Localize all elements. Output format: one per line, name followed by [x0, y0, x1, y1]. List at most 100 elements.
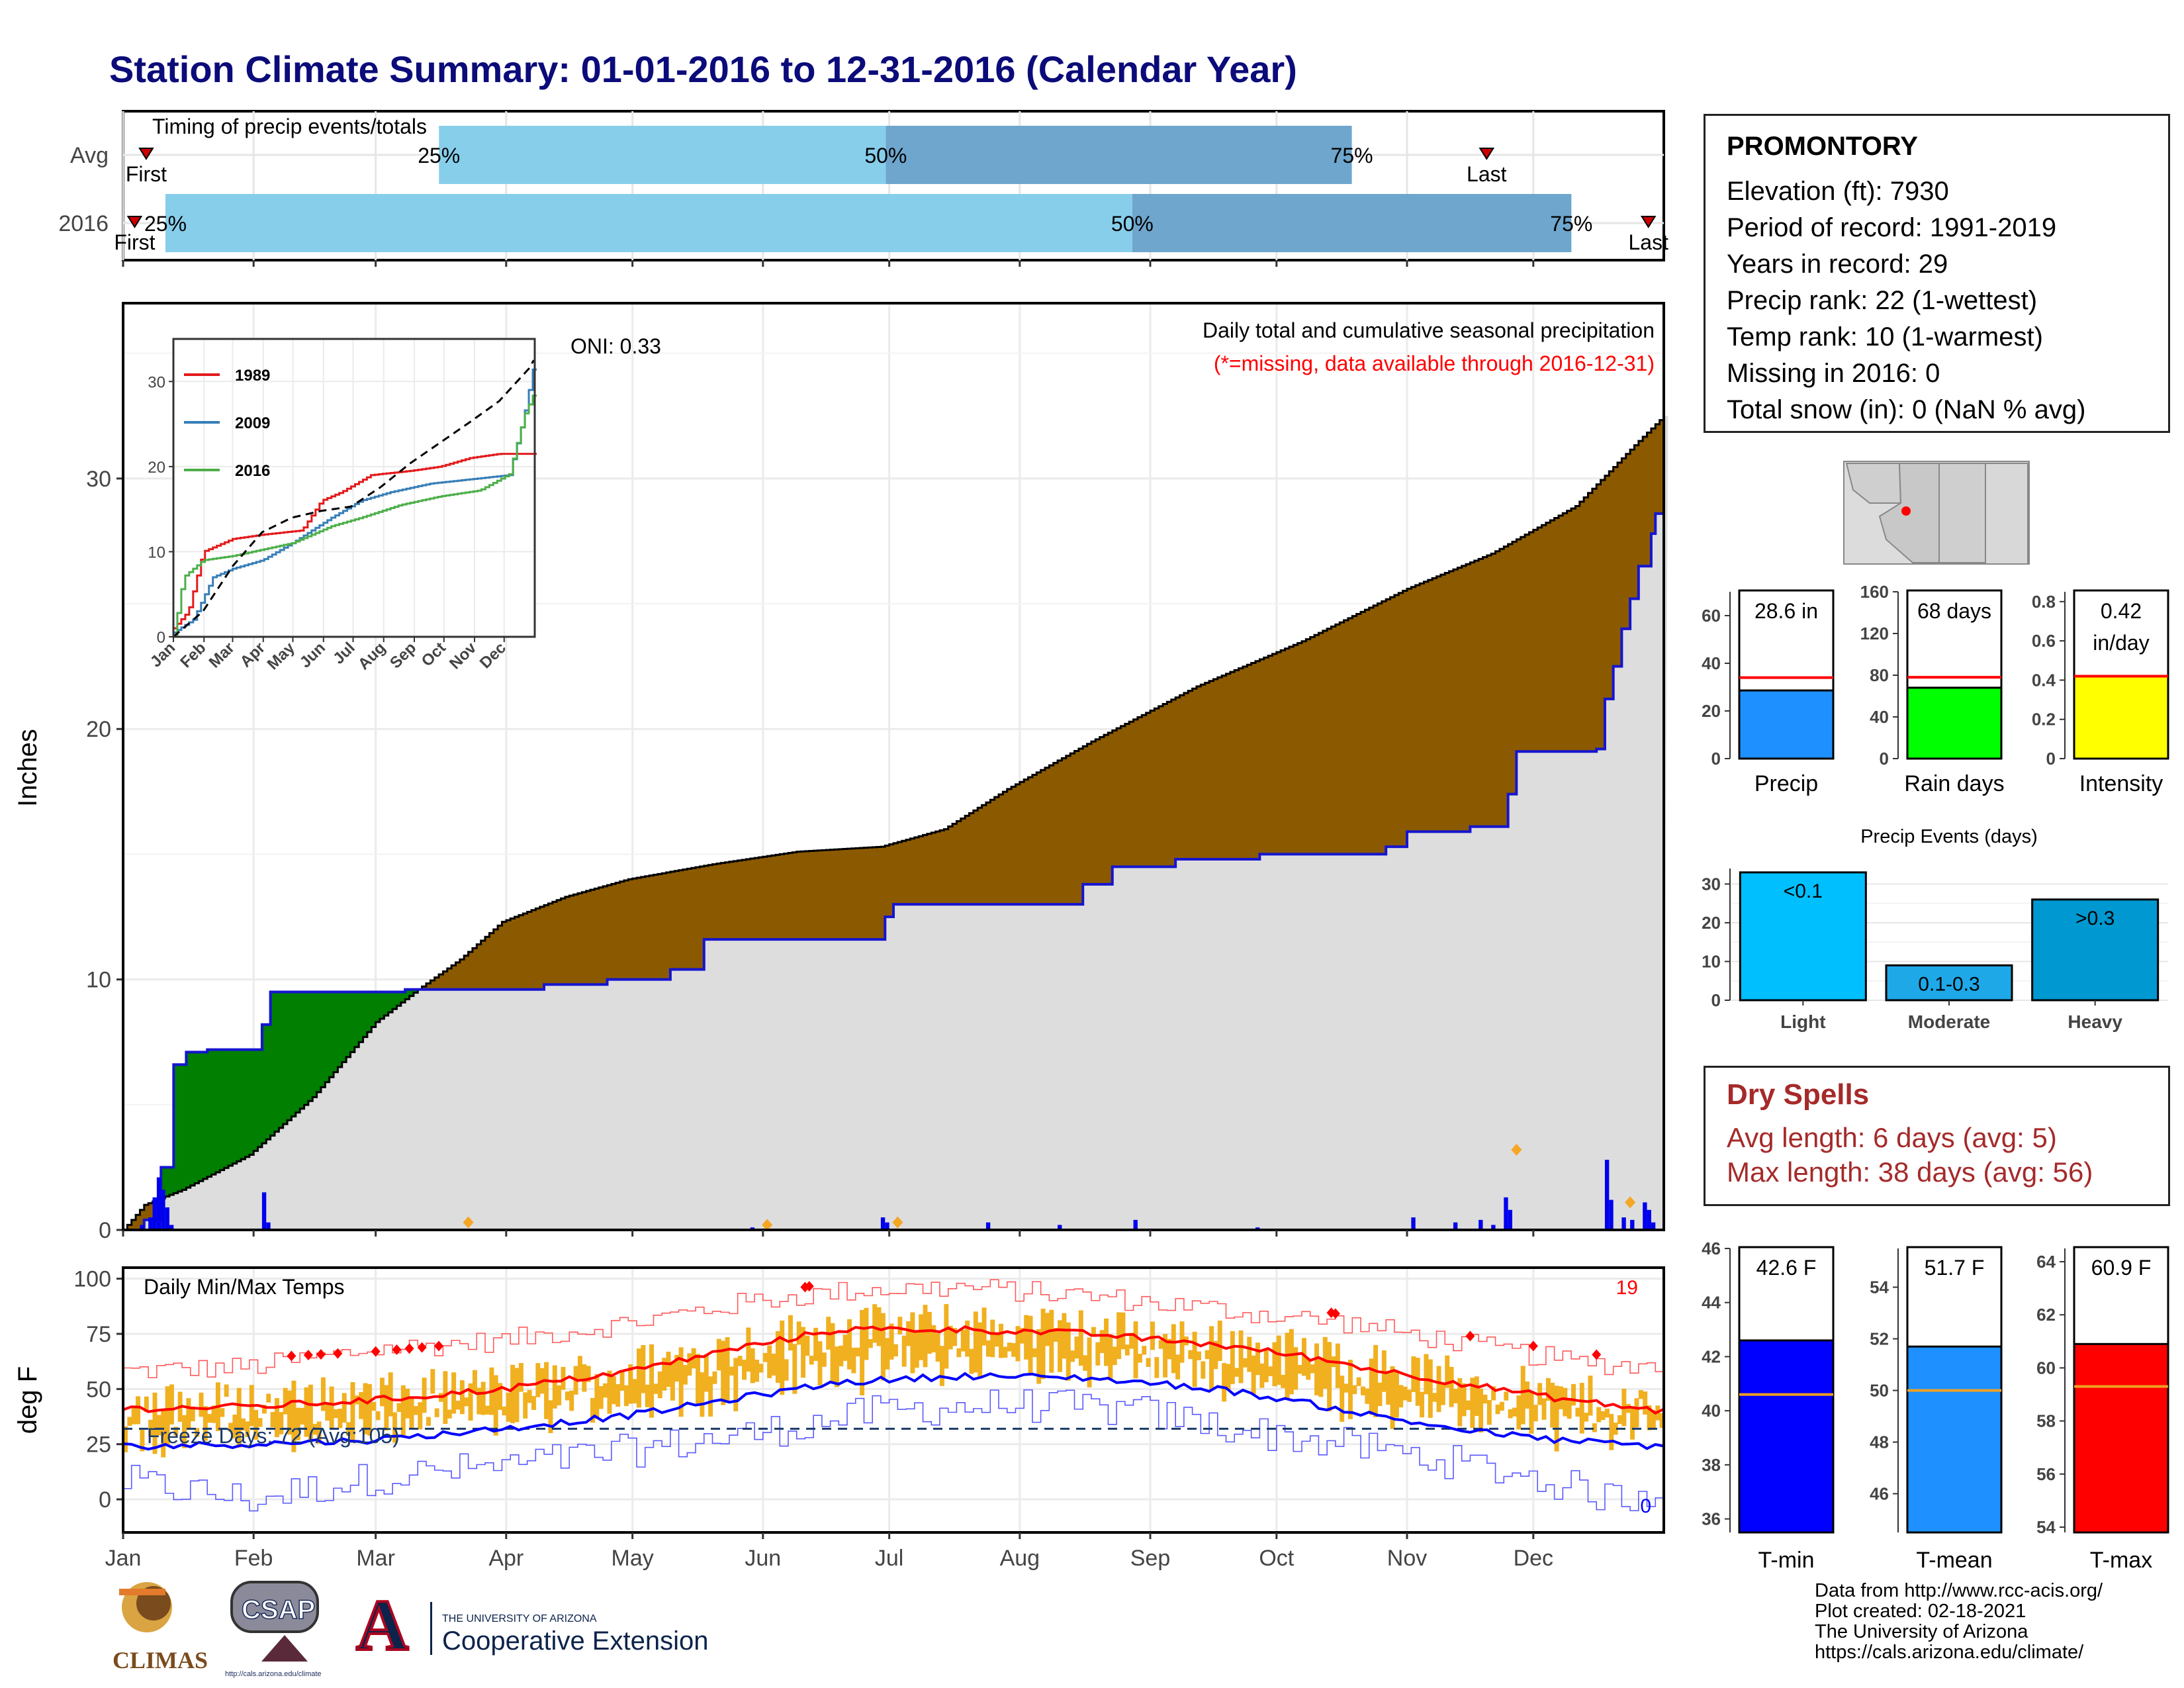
gauge-y-tick-label: 80 [1870, 665, 1889, 685]
daily-temp-range-bar [1529, 1392, 1534, 1434]
daily-temp-range-bar [872, 1304, 878, 1343]
daily-temp-range-bar [746, 1327, 751, 1372]
daily-temp-range-bar [1604, 1408, 1610, 1418]
daily-temp-range-bar [1070, 1350, 1075, 1362]
daily-temp-range-bar [775, 1331, 780, 1383]
daily-temp-range-bar [919, 1314, 924, 1360]
daily-precip-bar [1508, 1209, 1513, 1230]
events-y-tick-label: 20 [1702, 913, 1721, 933]
daily-temp-range-bar [1040, 1309, 1046, 1380]
avg-cumulative-line [123, 419, 1664, 1231]
timing-marker-label: Last [1628, 230, 1668, 254]
daily-temp-range-bar [956, 1348, 962, 1358]
daily-temp-range-bar [1289, 1329, 1294, 1395]
record-high-marker [1330, 1308, 1340, 1319]
daily-temp-range-bar [422, 1378, 427, 1413]
record-high-marker [1465, 1331, 1475, 1342]
daily-temp-range-bar [1647, 1405, 1652, 1430]
gauge-value-bar [1906, 1345, 2003, 1534]
daily-precip-bar [880, 1217, 886, 1230]
daily-temp-range-bar [447, 1409, 452, 1419]
daily-temp-range-bar [737, 1356, 743, 1366]
gauge-category-label: T-min [1758, 1548, 1815, 1573]
precip-y-axis-label: Inches [13, 729, 42, 807]
daily-temp-range-bar [548, 1400, 553, 1433]
daily-temp-range-bar [338, 1409, 343, 1429]
timing-quantile-label: 25% [418, 144, 460, 167]
daily-temp-range-bar [645, 1384, 650, 1407]
gauge-category-label: T-max [2090, 1548, 2152, 1573]
daily-temp-range-bar [300, 1407, 305, 1425]
daily-temp-range-bar [523, 1392, 528, 1419]
gauge-y-tick-label: 0.8 [2032, 592, 2056, 612]
daily-temp-range-bar [1318, 1358, 1324, 1397]
daily-temp-range-bar [1137, 1354, 1142, 1363]
daily-precip-bar [1479, 1219, 1483, 1230]
gauge-y-tick-label: 120 [1860, 624, 1889, 643]
gauge-y-tick-label: 48 [1870, 1432, 1889, 1452]
daily-precip-bar [1609, 1199, 1614, 1230]
station-info-line: Years in record: 29 [1727, 250, 1948, 279]
month-label: Oct [1259, 1546, 1294, 1571]
gauge-y-tick-label: 0.2 [2032, 710, 2056, 729]
precip-title: Daily total and cumulative seasonal prec… [1203, 318, 1655, 342]
daily-temp-range-bar [544, 1362, 549, 1419]
gauge-y-tick-label: 50 [1870, 1381, 1889, 1401]
actual-cumulative-line [123, 512, 1664, 1231]
daily-temp-range-bar [1525, 1382, 1530, 1409]
daily-temp-range-bar [1386, 1373, 1391, 1405]
record-high-marker [333, 1348, 343, 1359]
daily-temp-range-bar [295, 1407, 300, 1440]
daily-precip-bar [152, 1197, 157, 1230]
daily-temp-range-bar [632, 1379, 637, 1404]
daily-temp-range-bar [1104, 1318, 1109, 1366]
daily-temp-range-bar [594, 1374, 600, 1419]
daily-temp-range-bar [1508, 1409, 1513, 1419]
gauge-y-tick-label: 0 [2046, 749, 2056, 769]
daily-temp-range-bar [893, 1344, 898, 1357]
daily-temp-range-bar [1112, 1346, 1117, 1366]
daily-temp-range-bar [1158, 1340, 1163, 1349]
credit-line: https://cals.arizona.edu/climate/ [1815, 1642, 2084, 1663]
daily-temp-range-bar [923, 1305, 928, 1368]
daily-temp-range-bar [165, 1386, 170, 1445]
daily-temp-range-bar [1062, 1313, 1067, 1359]
csap-text: CSAP [242, 1595, 315, 1624]
gauge-category-label: T-mean [1916, 1548, 1992, 1573]
precip-event-marker [463, 1216, 474, 1229]
daily-temp-range-bar [472, 1370, 477, 1392]
daily-temp-range-bar [771, 1353, 776, 1376]
daily-temp-range-bar [1083, 1355, 1088, 1371]
daily-temp-range-bar [535, 1363, 541, 1397]
daily-temp-range-bar [329, 1386, 334, 1429]
daily-temp-range-bar [1453, 1389, 1458, 1404]
gauge-y-tick-label: 46 [1870, 1484, 1889, 1504]
daily-temp-range-bar [1407, 1389, 1412, 1402]
daily-temp-range-bar [1281, 1374, 1286, 1388]
daily-temp-range-bar [586, 1366, 591, 1382]
daily-temp-range-bar [839, 1345, 844, 1367]
credit-line: Plot created: 02-18-2021 [1815, 1601, 2026, 1622]
daily-temp-range-bar [729, 1366, 734, 1376]
daily-temp-range-bar [981, 1307, 987, 1346]
timing-row-label: Avg [70, 143, 109, 168]
daily-temp-range-bar [615, 1383, 621, 1407]
precip-frame [122, 302, 1665, 1231]
daily-temp-range-bar [1049, 1309, 1054, 1373]
record-max-line [123, 1279, 1664, 1379]
last-event-marker [1479, 148, 1495, 160]
daily-temp-range-bar [1276, 1335, 1281, 1385]
timing-title: Timing of precip events/totals [152, 115, 427, 138]
dry-spells-avg: Avg length: 6 days (avg: 5) [1727, 1122, 2057, 1153]
daily-precip-bar [169, 1225, 174, 1230]
timing-quantile-label: 75% [1550, 212, 1592, 236]
daily-temp-range-bar [1347, 1360, 1353, 1419]
daily-temp-range-bar [1381, 1350, 1387, 1392]
daily-temp-range-bar [864, 1307, 869, 1360]
gauge-y-tick-label: 60 [2036, 1358, 2056, 1378]
daily-temp-range-bar [1133, 1321, 1138, 1379]
daily-temp-range-bar [1554, 1385, 1559, 1452]
month-label: Feb [234, 1546, 273, 1571]
daily-temp-range-bar [687, 1353, 692, 1376]
daily-temp-range-bar [830, 1323, 835, 1383]
